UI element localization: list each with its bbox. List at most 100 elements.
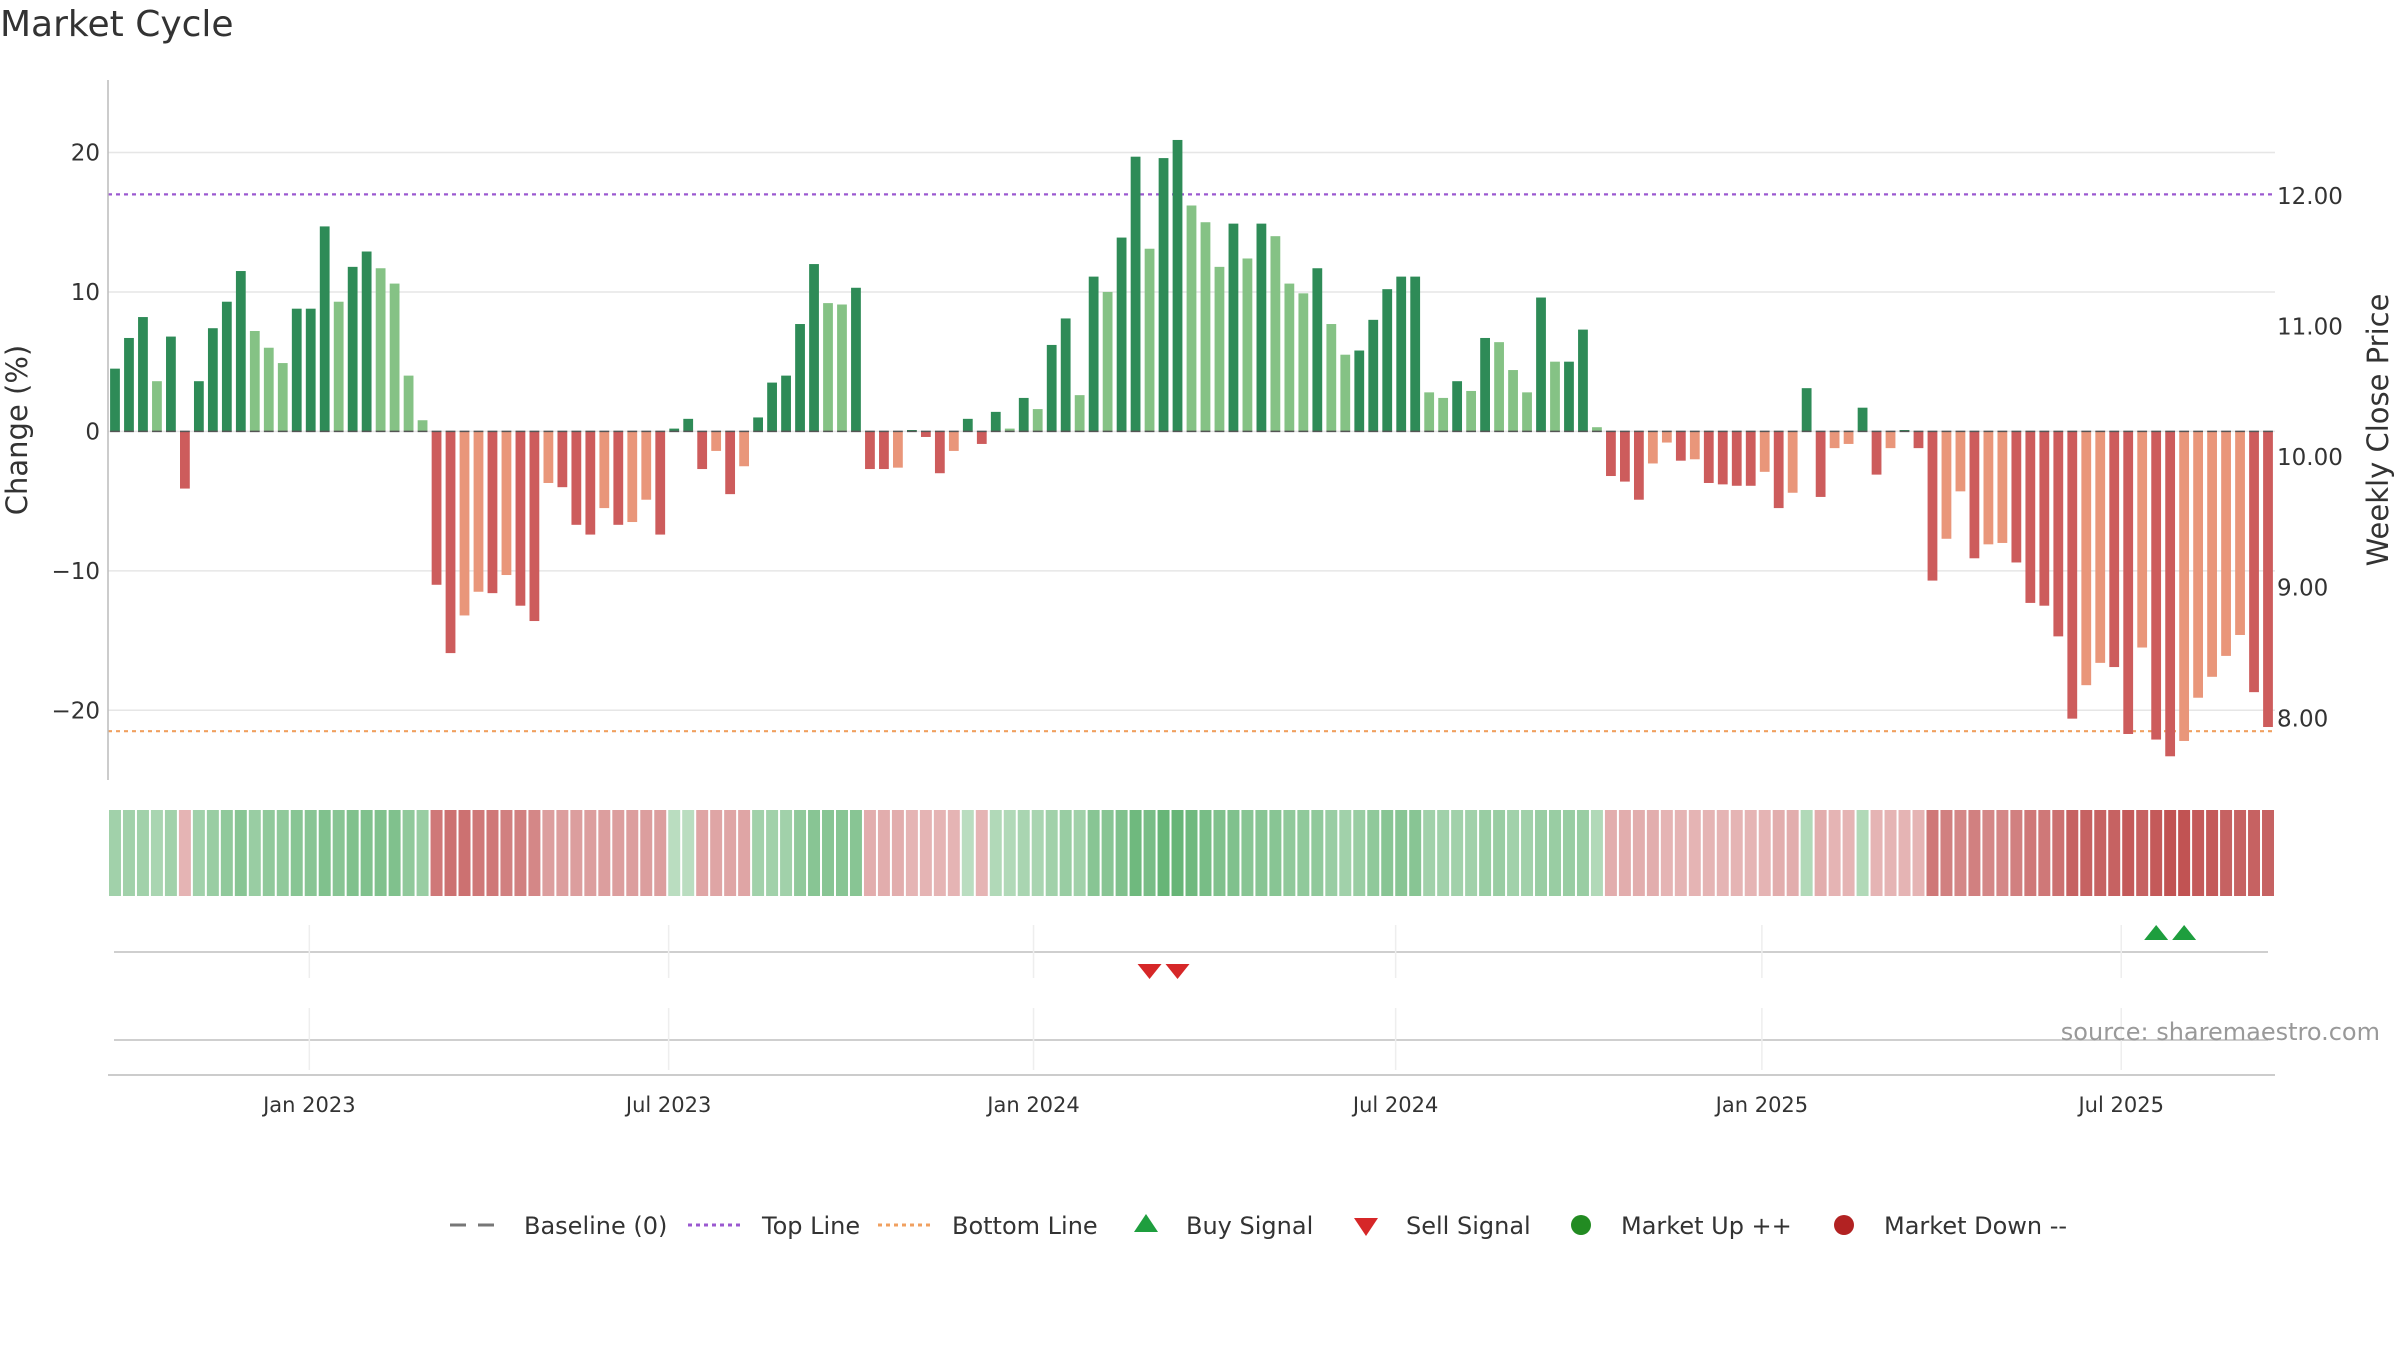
legend-label: Buy Signal [1186, 1212, 1313, 1240]
change-bar [529, 431, 540, 622]
change-bar [1214, 266, 1225, 432]
change-bar [445, 431, 456, 654]
change-bar [1941, 431, 1952, 539]
y-axis-right-title: Weekly Close Price [2361, 294, 2395, 567]
change-bar [1438, 397, 1449, 432]
change-bar [1354, 350, 1365, 432]
intensity-cell [458, 810, 471, 896]
change-bar [221, 301, 232, 432]
change-bar [669, 428, 680, 432]
y-axis-left-title: Change (%) [0, 345, 34, 515]
change-bar [1983, 431, 1994, 545]
intensity-cell [346, 810, 359, 896]
change-bar [2095, 431, 2106, 663]
intensity-cell [1339, 810, 1352, 896]
intensity-cell [528, 810, 541, 896]
intensity-cell [360, 810, 373, 896]
intensity-cell [1409, 810, 1422, 896]
change-bar [1829, 431, 1840, 449]
intensity-cell [556, 810, 569, 896]
change-bar [753, 417, 763, 432]
intensity-cell [1632, 810, 1645, 896]
legend-label: Bottom Line [952, 1212, 1098, 1240]
intensity-cell [1828, 810, 1841, 896]
change-bar [515, 431, 526, 606]
intensity-cell [822, 810, 834, 896]
change-bar [1759, 431, 1770, 472]
axes: 20 10 0 −10 −20 12.00 11.00 10.00 9.00 8.00 [51, 80, 2343, 780]
change-bar [990, 411, 1001, 432]
change-bar [2123, 431, 2134, 734]
change-bar [2011, 431, 2022, 563]
change-bar [2263, 431, 2273, 728]
intensity-cell [1227, 810, 1240, 896]
change-bar [613, 431, 624, 525]
change-bar [1088, 276, 1099, 432]
intensity-cell [1241, 810, 1254, 896]
intensity-cell [584, 810, 597, 896]
change-bar [1857, 407, 1868, 432]
change-bar [2151, 431, 2162, 740]
intensity-cell [514, 810, 527, 896]
intensity-cell [1045, 810, 1058, 896]
change-bar [865, 431, 875, 470]
change-bar [2193, 431, 2203, 698]
intensity-cell [2136, 810, 2149, 896]
intensity-cell [1800, 810, 1813, 896]
change-bar [725, 431, 736, 495]
intensity-cell [1115, 810, 1128, 896]
intensity-cell [1521, 810, 1534, 896]
change-bar [1606, 431, 1616, 477]
change-bar [1228, 223, 1239, 432]
change-bar [1731, 431, 1742, 486]
intensity-cell [2234, 810, 2247, 896]
change-bar [1536, 297, 1546, 432]
change-bar [347, 266, 358, 432]
intensity-cell [2094, 810, 2107, 896]
intensity-cell [1325, 810, 1338, 896]
intensity-band [109, 810, 2274, 896]
intensity-cell [1954, 810, 1967, 896]
change-bar [697, 431, 708, 470]
change-bar [1410, 276, 1421, 432]
sell-signal-marker [1137, 964, 1162, 979]
intensity-cell [2052, 810, 2065, 896]
change-bar [1578, 329, 1588, 432]
intensity-cell [402, 810, 415, 896]
change-bar [585, 431, 596, 535]
intensity-cell [682, 810, 695, 896]
intensity-cell [1157, 810, 1170, 896]
intensity-cell [2192, 810, 2205, 896]
buy-signal-marker [2172, 925, 2197, 940]
intensity-cell [2010, 810, 2023, 896]
y-left-tick-label: 20 [71, 141, 100, 167]
intensity-cell [248, 810, 261, 896]
change-bar [1060, 318, 1071, 432]
change-bar [1675, 431, 1686, 461]
intensity-cell [640, 810, 653, 896]
intensity-cell [975, 810, 988, 896]
change-bar [1564, 361, 1574, 432]
change-bar [1815, 431, 1826, 497]
change-bar [1424, 392, 1435, 432]
change-bar [934, 431, 945, 474]
intensity-cell [1744, 810, 1757, 896]
intensity-cell [234, 810, 247, 896]
intensity-cell [164, 810, 177, 896]
intensity-cell [654, 810, 667, 896]
change-bar [1661, 431, 1672, 443]
intensity-cell [612, 810, 625, 896]
legend-circle-swatch [1834, 1215, 1854, 1235]
change-bar [2207, 431, 2217, 677]
change-bar [1172, 139, 1183, 432]
change-bar [893, 431, 903, 468]
change-bar [1745, 431, 1756, 486]
change-bar [1382, 289, 1393, 432]
lower-panel [108, 1039, 2275, 1076]
change-bar [1018, 397, 1029, 432]
change-bar [1801, 388, 1812, 432]
change-bar [1396, 276, 1407, 432]
change-bar [1326, 324, 1337, 432]
change-bar [1046, 344, 1057, 432]
change-bar [2081, 431, 2092, 686]
